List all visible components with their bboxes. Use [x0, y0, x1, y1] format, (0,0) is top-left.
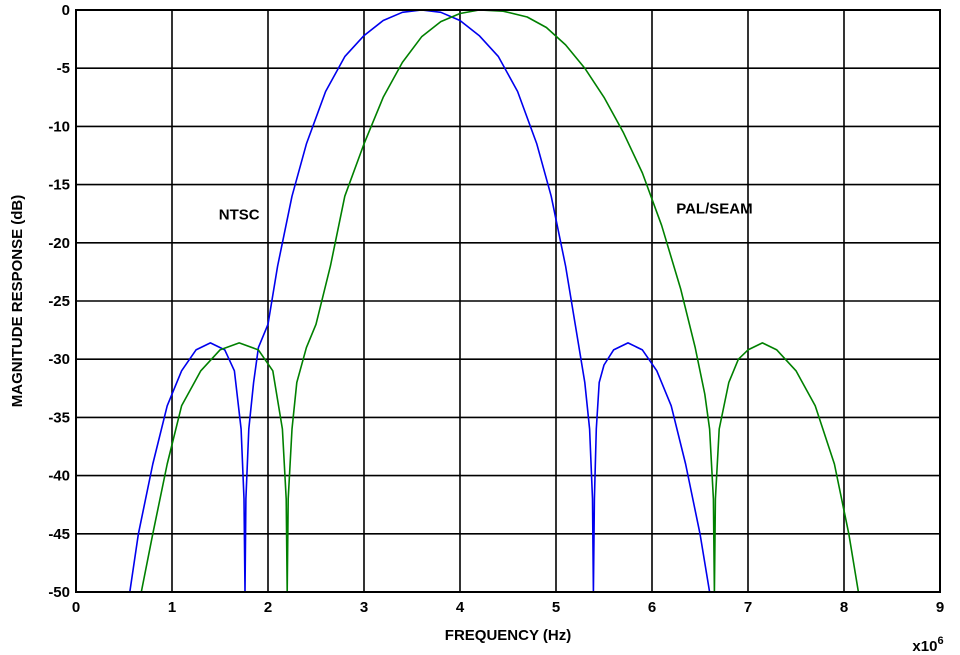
x-axis-multiplier-exponent: 6	[937, 635, 943, 647]
annotation-label: PAL/SEAM	[676, 201, 752, 218]
y-tick-label: -20	[48, 235, 70, 252]
annotation-label: NTSC	[219, 207, 260, 224]
x-axis-multiplier: x106	[912, 635, 943, 655]
plot-frame	[75, 9, 941, 593]
annotations: NTSC PAL/SEAM	[219, 201, 753, 224]
x-axis-multiplier-base: x10	[912, 638, 937, 655]
x-tick-label: 7	[744, 599, 752, 616]
tick-labels: 0 1 2 3 4 5 6 7 8 9 0 -5 -10 -15 -20 -25 -30 -35 -40 -45 -50	[48, 2, 944, 616]
x-tick-label: 4	[456, 599, 465, 616]
y-tick-label: -50	[48, 584, 70, 601]
x-tick-label: 6	[648, 599, 656, 616]
x-axis-label: FREQUENCY (Hz)	[445, 627, 571, 644]
y-tick-label: -10	[48, 118, 70, 135]
x-tick-label: 9	[936, 599, 944, 616]
y-tick-label: -30	[48, 351, 70, 368]
grid	[75, 9, 941, 593]
x-tick-label: 0	[72, 599, 80, 616]
x-tick-label: 8	[840, 599, 848, 616]
y-axis-label: MAGNITUDE RESPONSE (dB)	[9, 195, 26, 408]
y-tick-label: -25	[48, 293, 70, 310]
y-tick-label: -5	[57, 60, 70, 77]
y-tick-label: -15	[48, 177, 70, 194]
y-tick-label: -45	[48, 526, 70, 543]
y-tick-label: -35	[48, 409, 70, 426]
x-tick-label: 5	[552, 599, 560, 616]
series-line-pal-seam	[140, 9, 860, 593]
y-tick-label: 0	[62, 2, 70, 19]
x-tick-label: 3	[360, 599, 368, 616]
x-tick-label: 2	[264, 599, 272, 616]
x-tick-label: 1	[168, 599, 176, 616]
y-tick-label: -40	[48, 468, 70, 485]
